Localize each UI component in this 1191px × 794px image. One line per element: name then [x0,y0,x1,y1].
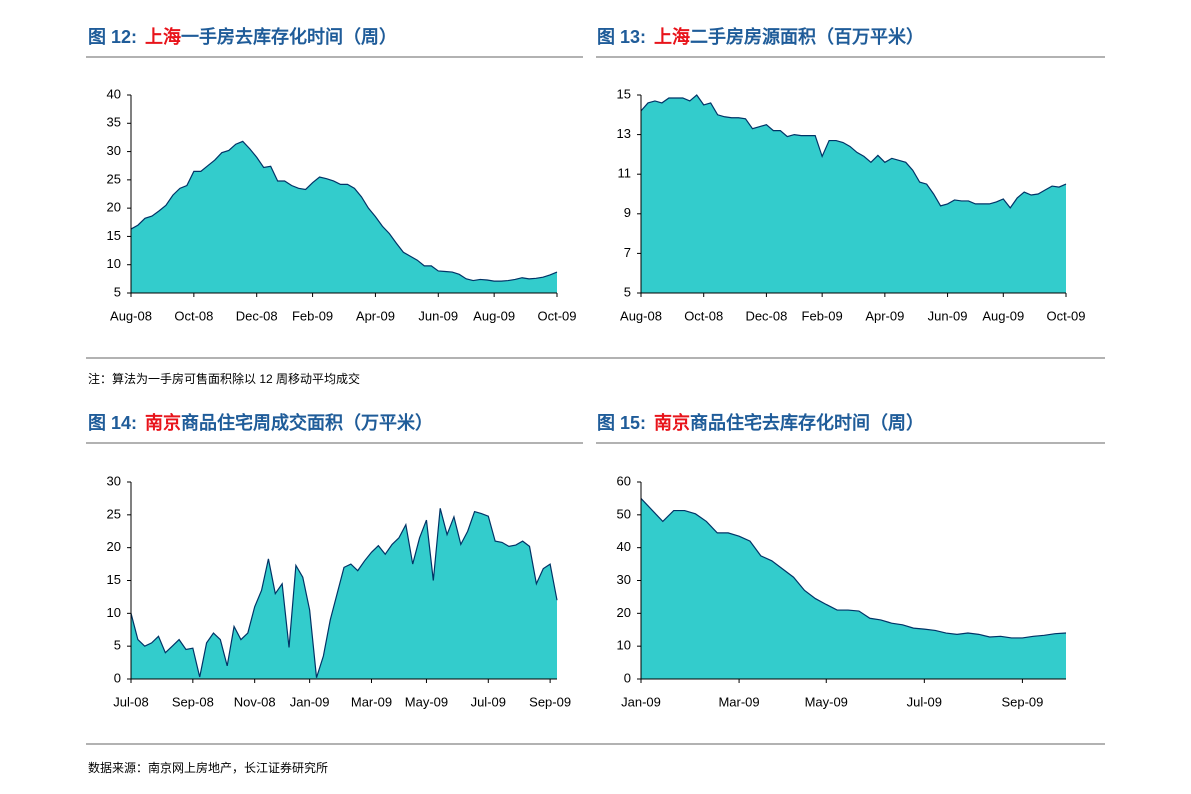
x-tick-label: Dec-08 [236,308,278,323]
area [131,508,557,679]
area-outline [640,498,1067,639]
x-tick-label: Oct-09 [537,308,576,323]
y-tick-label: 10 [107,605,121,620]
y-tick-label: 40 [617,539,631,554]
y-tick-label: 0 [624,670,631,685]
y-tick-label: 20 [107,200,121,215]
y-tick-label: 11 [618,166,632,181]
x-tick-label: Feb-09 [292,308,333,323]
figure-label: 图 14: [88,413,137,433]
title-text: 二手房房源面积（百万平米） [690,26,924,47]
title-text: 一手房去库存化时间（周） [181,26,397,47]
x-tick-label: Jun-09 [928,308,968,323]
x-tick-label: Nov-08 [234,694,276,709]
x-tick-label: Jul-08 [113,694,148,709]
area-outline [130,508,558,678]
figure-title: 图 15: 南京商品住宅去库存化时间（周） [597,412,924,433]
source: 数据来源：南京网上房地产，长江证券研究所 [88,760,328,775]
area [641,498,1066,679]
x-tick-label: Apr-09 [356,308,395,323]
title-text: 商品住宅周成交面积（万平米） [181,412,433,433]
x-tick-label: Aug-09 [982,308,1024,323]
x-tick-label: Jul-09 [471,694,506,709]
x-tick-label: Feb-09 [802,308,843,323]
y-tick-label: 10 [107,256,121,271]
y-tick-label: 25 [107,171,121,186]
figure-label: 图 15: [597,413,646,433]
note: 注：算法为一手房可售面积除以 12 周移动平均成交 [88,371,360,386]
figure-label: 图 13: [597,27,646,47]
x-tick-label: Jul-09 [907,694,942,709]
x-tick-label: Aug-08 [110,308,152,323]
x-tick-label: Sep-09 [1001,694,1043,709]
y-tick-label: 60 [617,473,631,488]
title-highlight: 南京 [654,412,690,433]
figure-label: 图 12: [88,27,137,47]
x-tick-label: May-09 [805,694,848,709]
figure-title: 图 13: 上海二手房房源面积（百万平米） [597,26,924,47]
title-text: 商品住宅去库存化时间（周） [690,412,924,433]
x-tick-label: Mar-09 [718,694,759,709]
y-tick-label: 20 [107,539,121,554]
y-tick-label: 25 [107,506,121,521]
x-tick-label: Oct-09 [1046,308,1085,323]
y-tick-label: 5 [114,638,121,653]
y-tick-label: 15 [617,86,631,101]
area-outline [640,94,1067,209]
y-tick-label: 20 [617,605,631,620]
y-tick-label: 5 [624,284,631,299]
title-highlight: 上海 [654,26,690,47]
y-tick-label: 7 [624,245,631,260]
y-tick-label: 30 [107,473,121,488]
title-highlight: 上海 [145,26,181,47]
area [131,141,557,293]
y-tick-label: 30 [617,572,631,587]
y-tick-label: 30 [107,143,121,158]
x-tick-label: Sep-08 [172,694,214,709]
area-outline [130,140,558,282]
x-tick-label: Jun-09 [418,308,458,323]
x-tick-label: Aug-08 [620,308,662,323]
x-tick-label: Sep-09 [529,694,571,709]
y-tick-label: 9 [624,205,631,220]
y-tick-label: 13 [617,126,631,141]
area [641,95,1066,293]
x-tick-label: Jan-09 [621,694,661,709]
y-tick-label: 0 [114,670,121,685]
x-tick-label: Aug-09 [473,308,515,323]
x-tick-label: Dec-08 [745,308,787,323]
y-tick-label: 40 [107,86,121,101]
figure-title: 图 14: 南京商品住宅周成交面积（万平米） [88,412,433,433]
x-tick-label: Oct-08 [684,308,723,323]
x-tick-label: Oct-08 [174,308,213,323]
x-tick-label: May-09 [405,694,448,709]
y-tick-label: 15 [107,228,121,243]
x-tick-label: Mar-09 [351,694,392,709]
y-tick-label: 15 [107,572,121,587]
figure-title: 图 12: 上海一手房去库存化时间（周） [88,26,397,47]
y-tick-label: 35 [107,115,121,130]
y-tick-label: 10 [617,638,631,653]
x-tick-label: Jan-09 [290,694,330,709]
x-tick-label: Apr-09 [865,308,904,323]
y-tick-label: 5 [114,284,121,299]
title-highlight: 南京 [145,412,181,433]
y-tick-label: 50 [617,506,631,521]
